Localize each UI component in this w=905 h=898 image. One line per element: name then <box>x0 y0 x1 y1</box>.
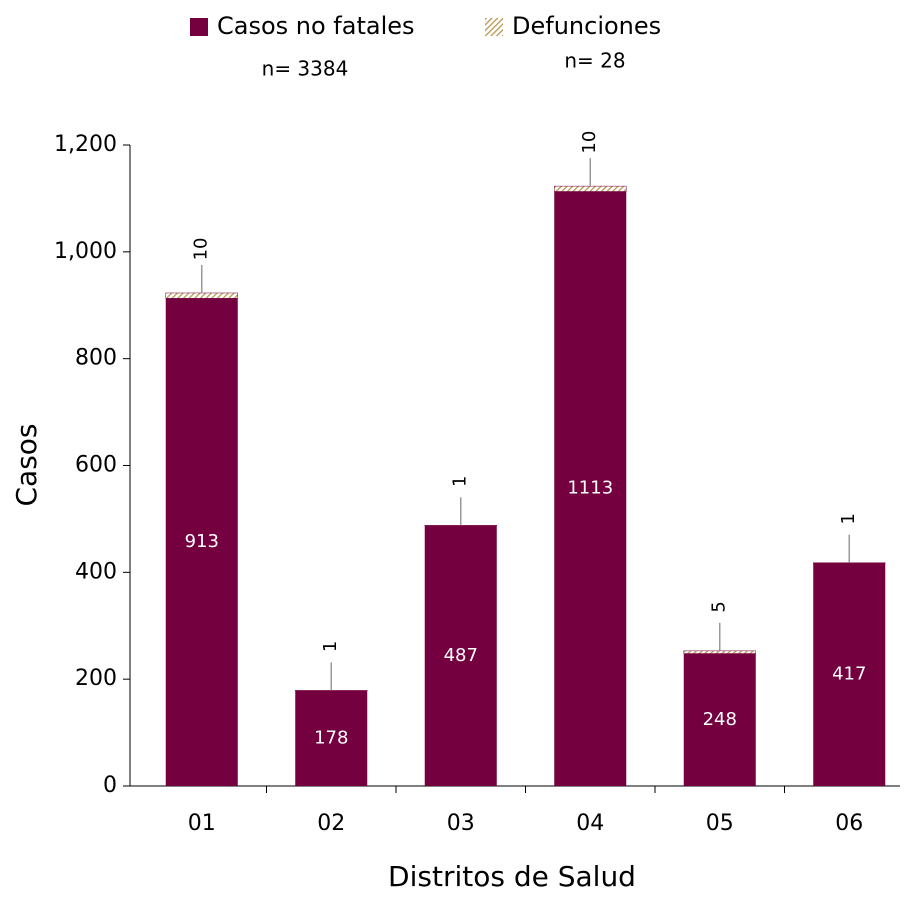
bar <box>295 690 368 786</box>
y-tick-label: 1,200 <box>54 132 117 157</box>
bar-value-label: 1 <box>838 513 859 524</box>
bar <box>165 292 238 299</box>
bar-value-label: 1 <box>320 641 341 652</box>
bar <box>424 525 497 786</box>
bar <box>683 650 756 654</box>
bar-value-label: 5 <box>709 601 730 612</box>
bar-value-label: 1113 <box>567 478 613 499</box>
bar-value-label: 248 <box>703 709 737 730</box>
legend-label: Defunciones <box>512 12 661 40</box>
bar-value-label: 178 <box>314 727 348 748</box>
bar-value-label: 417 <box>832 664 866 685</box>
x-tick-label: 03 <box>447 811 475 836</box>
bar <box>554 191 627 786</box>
x-axis-title: Distritos de Salud <box>388 860 636 893</box>
y-tick-label: 400 <box>75 559 117 584</box>
y-tick-label: 200 <box>75 666 117 691</box>
x-tick-label: 05 <box>706 811 734 836</box>
bar-value-label: 487 <box>444 645 478 666</box>
bar-value-label: 10 <box>579 131 600 154</box>
bar <box>295 690 368 692</box>
y-tick-label: 600 <box>75 453 117 478</box>
legend-label: Casos no fatales <box>217 12 415 40</box>
bar <box>554 185 627 192</box>
bar-value-label: 913 <box>185 531 219 552</box>
y-tick-label: 800 <box>75 346 117 371</box>
legend-swatch <box>485 18 503 36</box>
bar <box>813 562 886 564</box>
legend-swatch <box>190 18 208 36</box>
legend-subtitle: n= 3384 <box>262 57 349 81</box>
bar <box>683 653 756 786</box>
y-axis-title: Casos <box>10 423 43 506</box>
bar-value-label: 10 <box>191 238 212 261</box>
x-tick-label: 06 <box>835 811 863 836</box>
bar-value-label: 1 <box>450 476 471 487</box>
bar <box>165 298 238 786</box>
bar <box>813 563 886 786</box>
legend-subtitle: n= 28 <box>564 49 625 73</box>
x-tick-label: 04 <box>576 811 604 836</box>
x-tick-label: 02 <box>317 811 345 836</box>
bar <box>424 525 497 527</box>
y-tick-label: 1,000 <box>54 239 117 264</box>
y-tick-label: 0 <box>103 773 117 798</box>
x-tick-label: 01 <box>188 811 216 836</box>
